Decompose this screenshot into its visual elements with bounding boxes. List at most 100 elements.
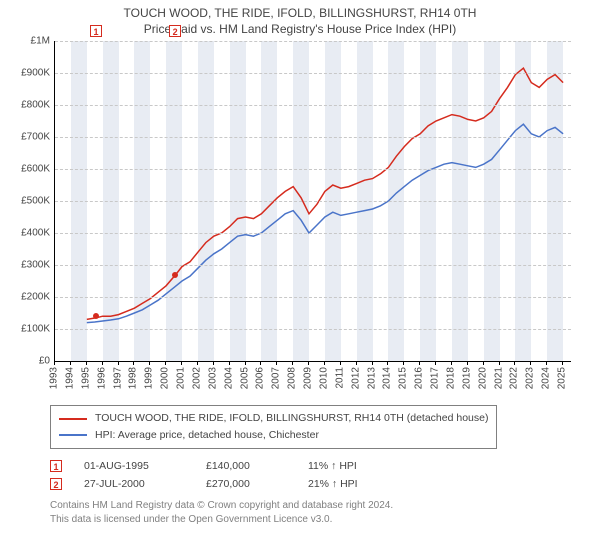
gridline (55, 233, 571, 234)
y-tick-label: £800K (21, 100, 50, 111)
x-tick-label: 2002 (191, 367, 202, 389)
x-tick-label: 1995 (80, 367, 91, 389)
sales-table: 1 01-AUG-1995 £140,000 11% ↑ HPI 2 27-JUL-200… (50, 457, 590, 493)
x-tick-label: 2000 (160, 367, 171, 389)
sale-row-pct: 21% ↑ HPI (308, 478, 408, 490)
x-tick-label: 2008 (287, 367, 298, 389)
x-tick (372, 361, 373, 365)
x-tick (70, 361, 71, 365)
y-tick-label: £300K (21, 260, 50, 271)
gridline (55, 137, 571, 138)
x-tick-label: 2022 (509, 367, 520, 389)
plot-area: 12 (54, 41, 571, 362)
footer-line-2: This data is licensed under the Open Gov… (50, 513, 590, 527)
page: TOUCH WOOD, THE RIDE, IFOLD, BILLINGSHUR… (0, 0, 600, 560)
x-tick-label: 2020 (477, 367, 488, 389)
x-tick (499, 361, 500, 365)
x-tick (562, 361, 563, 365)
x-tick-label: 2006 (255, 367, 266, 389)
x-tick (483, 361, 484, 365)
x-tick (260, 361, 261, 365)
sale-row-pct: 11% ↑ HPI (308, 460, 408, 472)
x-tick-label: 2024 (541, 367, 552, 389)
x-tick-label: 1998 (128, 367, 139, 389)
x-tick (356, 361, 357, 365)
x-tick-label: 2023 (525, 367, 536, 389)
x-tick (276, 361, 277, 365)
footer: Contains HM Land Registry data © Crown c… (50, 499, 590, 527)
y-tick-label: £500K (21, 196, 50, 207)
x-tick-label: 2015 (398, 367, 409, 389)
sale-marker-label: 1 (90, 25, 102, 37)
x-tick-label: 2004 (223, 367, 234, 389)
x-tick-label: 2021 (493, 367, 504, 389)
y-tick-label: £0 (39, 356, 50, 367)
sale-row-marker: 2 (50, 478, 62, 490)
x-tick (165, 361, 166, 365)
footer-line-1: Contains HM Land Registry data © Crown c… (50, 499, 590, 513)
legend-item: HPI: Average price, detached house, Chic… (59, 427, 488, 444)
x-tick-label: 2025 (557, 367, 568, 389)
x-tick-label: 2007 (271, 367, 282, 389)
gridline (55, 105, 571, 106)
y-tick-label: £200K (21, 292, 50, 303)
sale-marker-dot (172, 272, 178, 278)
x-tick-label: 2017 (430, 367, 441, 389)
x-tick (387, 361, 388, 365)
x-tick (102, 361, 103, 365)
x-tick (133, 361, 134, 365)
sale-row: 2 27-JUL-2000 £270,000 21% ↑ HPI (50, 475, 590, 493)
y-tick-label: £600K (21, 164, 50, 175)
x-tick (308, 361, 309, 365)
x-tick (245, 361, 246, 365)
x-tick-label: 2014 (382, 367, 393, 389)
legend-text: TOUCH WOOD, THE RIDE, IFOLD, BILLINGSHUR… (95, 410, 488, 427)
x-tick-label: 2016 (414, 367, 425, 389)
gridline (55, 201, 571, 202)
x-tick (181, 361, 182, 365)
x-tick (451, 361, 452, 365)
x-tick-label: 2001 (176, 367, 187, 389)
x-tick (292, 361, 293, 365)
x-tick (54, 361, 55, 365)
x-tick-label: 2011 (334, 367, 345, 389)
chart-title-main: TOUCH WOOD, THE RIDE, IFOLD, BILLINGSHUR… (10, 6, 590, 22)
x-tick-label: 1999 (144, 367, 155, 389)
x-tick (149, 361, 150, 365)
y-axis: £0£100K£200K£300K£400K£500K£600K£700K£80… (10, 41, 54, 361)
x-tick-label: 2013 (366, 367, 377, 389)
gridline (55, 41, 571, 42)
gridline (55, 169, 571, 170)
x-tick (419, 361, 420, 365)
x-tick-label: 2009 (303, 367, 314, 389)
sale-row-marker: 1 (50, 460, 62, 472)
legend-swatch (59, 434, 87, 436)
x-tick (530, 361, 531, 365)
x-tick-label: 1997 (112, 367, 123, 389)
sale-row: 1 01-AUG-1995 £140,000 11% ↑ HPI (50, 457, 590, 475)
y-tick-label: £100K (21, 324, 50, 335)
sale-marker-label: 2 (169, 25, 181, 37)
sale-row-price: £270,000 (206, 478, 286, 490)
x-tick (213, 361, 214, 365)
x-tick (403, 361, 404, 365)
sale-row-date: 01-AUG-1995 (84, 460, 184, 472)
x-tick-label: 2019 (461, 367, 472, 389)
sale-marker-dot (93, 313, 99, 319)
x-tick (229, 361, 230, 365)
x-tick-label: 2003 (207, 367, 218, 389)
x-tick-label: 2018 (445, 367, 456, 389)
x-tick-label: 1993 (49, 367, 60, 389)
sale-row-date: 27-JUL-2000 (84, 478, 184, 490)
sale-row-price: £140,000 (206, 460, 286, 472)
x-tick (197, 361, 198, 365)
x-tick-label: 2012 (350, 367, 361, 389)
x-tick-label: 2010 (318, 367, 329, 389)
x-tick (546, 361, 547, 365)
chart: £0£100K£200K£300K£400K£500K£600K£700K£80… (10, 41, 570, 401)
x-tick (467, 361, 468, 365)
x-tick (118, 361, 119, 365)
x-tick-label: 1994 (64, 367, 75, 389)
x-axis: 1993199419951996199719981999200020012002… (54, 361, 570, 401)
gridline (55, 73, 571, 74)
